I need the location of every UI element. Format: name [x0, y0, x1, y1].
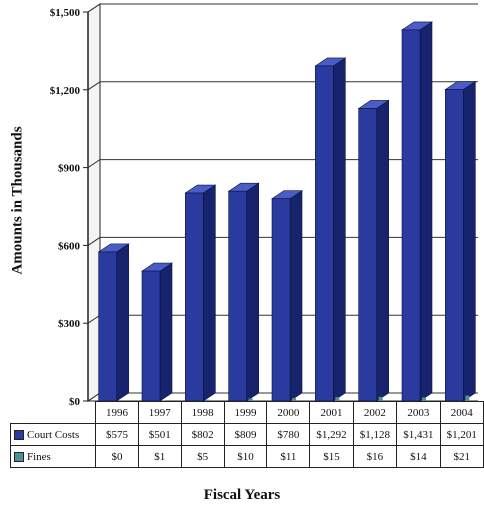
- bar-side: [159, 262, 173, 402]
- bar-court-costs: [444, 80, 477, 402]
- bar-side: [333, 57, 346, 402]
- bar-fines: [465, 395, 470, 401]
- data-label-fines: $0: [95, 445, 139, 468]
- y-tick-label: $300: [58, 318, 81, 330]
- side-wall: [87, 3, 101, 402]
- gridline: [87, 81, 478, 91]
- data-label-fines: $11: [266, 445, 311, 468]
- bar-court-costs: [141, 262, 173, 402]
- data-label-court-costs: $575: [95, 423, 139, 446]
- data-label-court-costs: $1,431: [396, 423, 441, 446]
- fines-swatch: [14, 451, 24, 462]
- bar-fines: [378, 396, 383, 401]
- x-tick-label: 2002: [352, 401, 398, 424]
- x-tick-label: 2000: [266, 401, 311, 424]
- bar-fines: [292, 398, 296, 401]
- data-label-court-costs: $1,128: [352, 423, 398, 446]
- bar-side: [246, 182, 259, 402]
- data-label-fines: $16: [352, 445, 398, 468]
- bar-court-costs: [97, 243, 130, 402]
- table-row-fines: Fines $0 $1 $5 $10 $11 $15 $16 $14 $21: [9, 445, 484, 468]
- x-tick-label: 1997: [137, 401, 182, 424]
- y-tick-label: $600: [58, 240, 81, 252]
- table-row-court-costs: Court Costs $575 $501 $802 $809 $780 $1,292 $1…: [9, 423, 484, 446]
- bar-front: [271, 198, 291, 402]
- data-label-court-costs: $1,201: [439, 423, 484, 446]
- table-corner: [10, 401, 97, 424]
- legend-court-costs-label: Court Costs: [27, 428, 80, 441]
- bar-side: [203, 184, 216, 402]
- legend-fines-label: Fines: [27, 450, 51, 463]
- bar-fines: [248, 398, 253, 401]
- data-label-fines: $5: [180, 445, 225, 468]
- y-tick-label: $1,200: [50, 85, 81, 97]
- y-tick-label: $900: [58, 163, 81, 175]
- court-costs-swatch: [14, 429, 24, 440]
- x-tick-label: 2001: [309, 401, 354, 424]
- x-tick-label: 1999: [223, 401, 268, 424]
- x-tick-label: 1996: [95, 401, 139, 424]
- x-tick-label: 1998: [180, 401, 225, 424]
- data-label-fines: $10: [223, 445, 268, 468]
- gridline: [87, 3, 478, 13]
- bars: [97, 21, 477, 402]
- bar-front: [358, 108, 377, 402]
- data-label-fines: $21: [439, 445, 484, 468]
- x-tick-label: 2003: [396, 401, 441, 424]
- data-label-court-costs: $1,292: [309, 423, 354, 446]
- gridlines: [87, 3, 478, 402]
- bar-front: [401, 29, 421, 402]
- data-label-court-costs: $802: [180, 423, 225, 446]
- gridline: [87, 159, 478, 169]
- x-axis-title: Fiscal Years: [203, 487, 281, 503]
- bar-front: [185, 192, 204, 402]
- bar-fines: [162, 400, 166, 402]
- bar-front: [445, 89, 464, 402]
- bar-court-costs: [184, 184, 217, 402]
- y-tick-label: $1,500: [50, 7, 81, 19]
- bar-court-costs: [271, 190, 303, 402]
- bar-front: [228, 190, 247, 402]
- x-tick-label: 2004: [439, 401, 484, 424]
- bar-side: [289, 190, 303, 402]
- bar-side: [116, 243, 129, 402]
- bar-fines: [422, 397, 426, 401]
- data-label-court-costs: $809: [223, 423, 268, 446]
- bar-side: [419, 21, 433, 402]
- data-label-fines: $14: [396, 445, 441, 468]
- bar-court-costs: [357, 99, 390, 402]
- legend-fines: Fines: [9, 445, 97, 468]
- table-row-years: 1996 1997 1998 1999 2000 2001 2002 2003 2004: [10, 401, 484, 424]
- bar-front: [98, 251, 117, 402]
- bar-court-costs: [227, 182, 260, 402]
- bar-front: [141, 270, 161, 402]
- y-axis-title-wrap: Amounts in Thousands: [6, 0, 30, 400]
- bar-side: [376, 99, 389, 402]
- gridline: [87, 236, 478, 246]
- bar-front: [315, 65, 334, 402]
- data-label-court-costs: $780: [266, 423, 311, 446]
- data-table: 1996 1997 1998 1999 2000 2001 2002 2003 2004 Cou…: [9, 401, 484, 468]
- data-label-court-costs: $501: [137, 423, 182, 446]
- legend-court-costs: Court Costs: [9, 423, 97, 446]
- data-label-fines: $15: [309, 445, 354, 468]
- bar-court-costs: [401, 21, 433, 402]
- y-axis-title: Amounts in Thousands: [9, 125, 26, 275]
- bar-fines: [205, 399, 210, 401]
- bar-fines: [335, 397, 340, 401]
- bar-side: [463, 80, 476, 402]
- data-label-fines: $1: [137, 445, 182, 468]
- bar-court-costs: [314, 57, 347, 402]
